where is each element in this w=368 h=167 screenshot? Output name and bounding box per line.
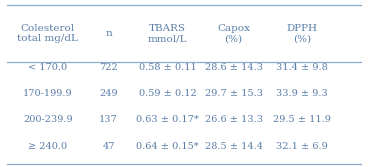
Text: 200-239.9: 200-239.9 <box>23 115 72 124</box>
Text: 32.1 ± 6.9: 32.1 ± 6.9 <box>276 142 328 151</box>
Text: 137: 137 <box>99 115 118 124</box>
Text: < 170.0: < 170.0 <box>28 63 67 72</box>
Text: 47: 47 <box>102 142 115 151</box>
Text: 0.64 ± 0.15*: 0.64 ± 0.15* <box>136 142 199 151</box>
Text: 722: 722 <box>99 63 118 72</box>
Text: 0.63 ± 0.17*: 0.63 ± 0.17* <box>136 115 199 124</box>
Text: ≥ 240.0: ≥ 240.0 <box>28 142 67 151</box>
Text: n: n <box>105 29 112 38</box>
Text: 29.5 ± 11.9: 29.5 ± 11.9 <box>273 115 331 124</box>
Text: DPPH
(%): DPPH (%) <box>286 24 317 43</box>
Text: 170-199.9: 170-199.9 <box>23 89 72 98</box>
Text: 28.5 ± 14.4: 28.5 ± 14.4 <box>205 142 263 151</box>
Text: 249: 249 <box>99 89 118 98</box>
Text: 28.6 ± 14.3: 28.6 ± 14.3 <box>205 63 263 72</box>
Text: Colesterol
total mg/dL: Colesterol total mg/dL <box>17 24 78 43</box>
Text: 33.9 ± 9.3: 33.9 ± 9.3 <box>276 89 328 98</box>
Text: 29.7 ± 15.3: 29.7 ± 15.3 <box>205 89 263 98</box>
Text: 0.59 ± 0.12: 0.59 ± 0.12 <box>139 89 196 98</box>
Text: Capox
(%): Capox (%) <box>217 24 250 43</box>
Text: 0.58 ± 0.11: 0.58 ± 0.11 <box>139 63 196 72</box>
Text: 31.4 ± 9.8: 31.4 ± 9.8 <box>276 63 328 72</box>
Text: 26.6 ± 13.3: 26.6 ± 13.3 <box>205 115 263 124</box>
Text: TBARS
mmol/L: TBARS mmol/L <box>148 24 187 43</box>
